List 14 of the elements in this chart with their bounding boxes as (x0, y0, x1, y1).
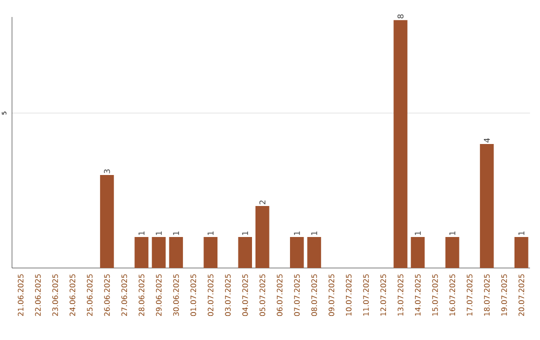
bar (169, 237, 183, 268)
bar (445, 237, 460, 268)
bar (100, 175, 114, 268)
bar (480, 144, 494, 268)
bar (394, 20, 408, 268)
bar (255, 206, 270, 268)
bar (514, 237, 528, 268)
bar (152, 237, 166, 268)
bar (307, 237, 322, 268)
bar (238, 237, 252, 268)
bar (290, 237, 304, 268)
bar (410, 237, 425, 268)
bar (134, 237, 148, 268)
bar (204, 237, 218, 268)
